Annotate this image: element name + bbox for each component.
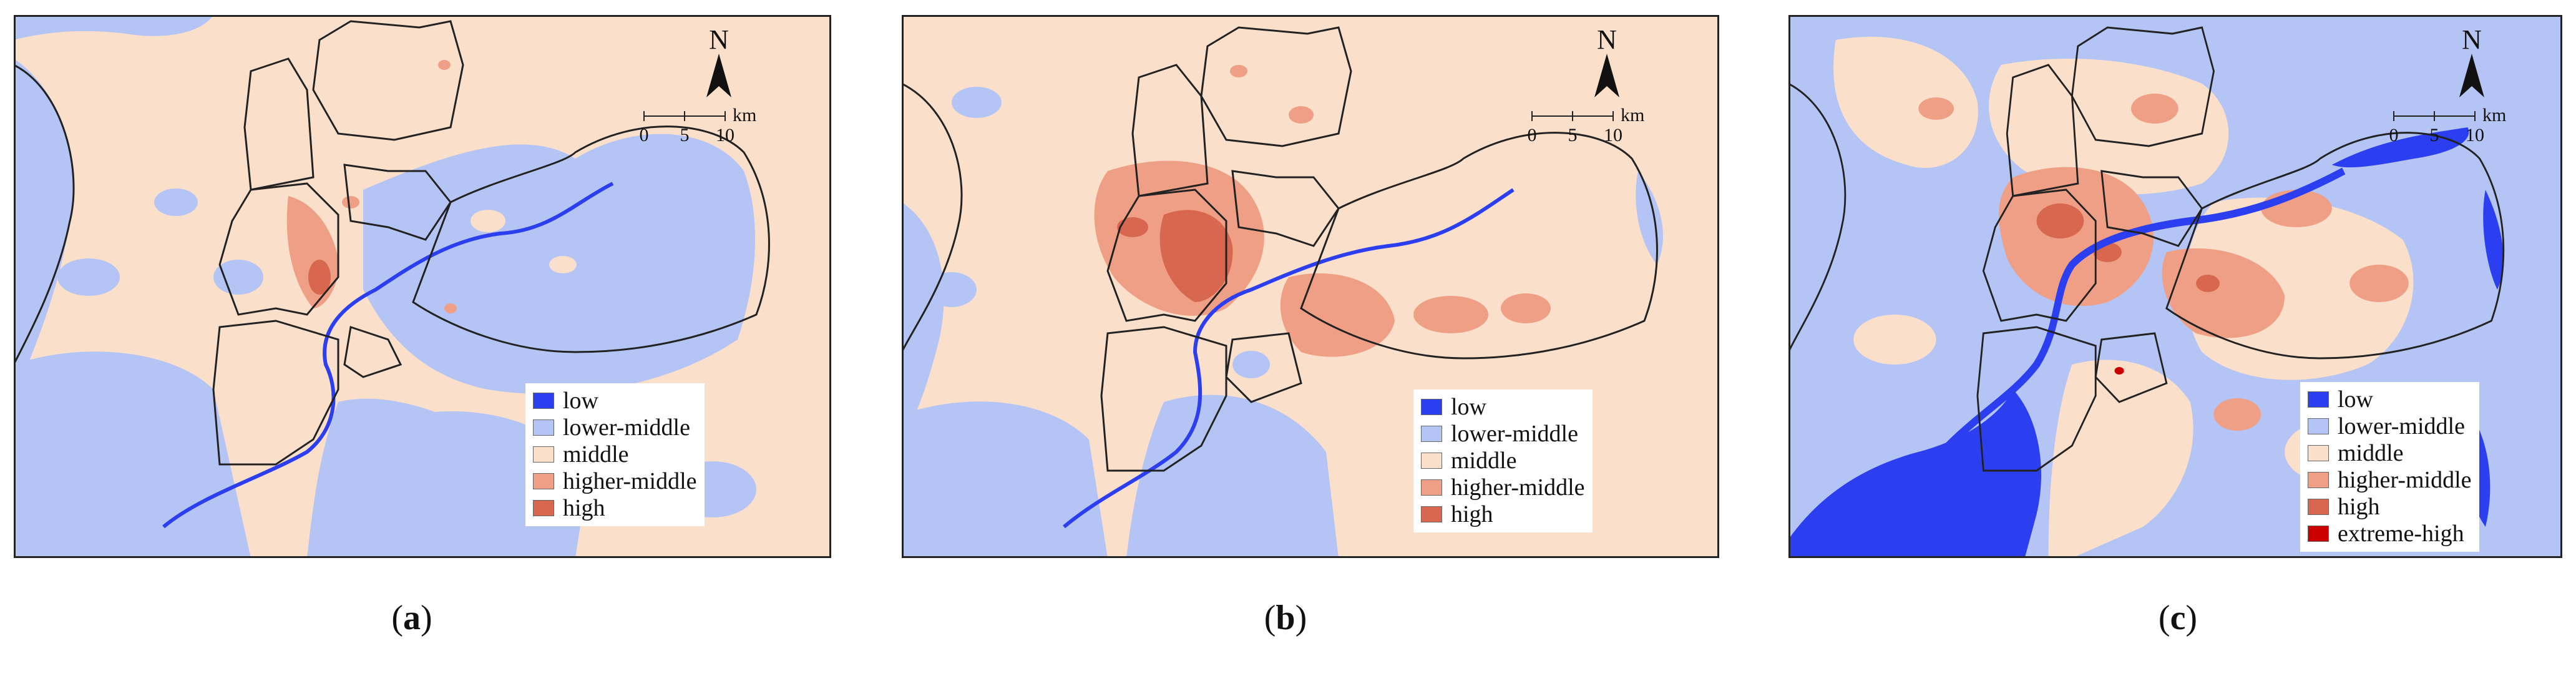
legend-label: lower-middle (563, 414, 690, 441)
map-panel-b: N 0 5 10 km low lower-middle middle high… (902, 15, 1719, 558)
legend-label: higher-middle (563, 468, 697, 494)
legend-item-low: low (2308, 386, 2472, 413)
scale-tick-0: 0 (2389, 125, 2399, 145)
caption-open: ( (2158, 599, 2170, 637)
north-arrow-icon (706, 54, 731, 97)
legend-c: low lower-middle middle higher-middle hi… (2300, 382, 2479, 552)
map-panel-a: N 0 5 10 km low lower-middle middle high… (14, 15, 831, 558)
scale-tick-0: 0 (1527, 125, 1537, 145)
caption-open: ( (391, 599, 403, 637)
north-arrow-c: N (2444, 26, 2500, 97)
scale-tick-5: 5 (1568, 125, 1578, 145)
scale-tick-5: 5 (2429, 125, 2439, 145)
caption-close: ) (1295, 599, 1307, 637)
legend-item-low: low (533, 387, 697, 414)
legend-swatch (2308, 498, 2329, 515)
scale-unit: km (2482, 105, 2507, 125)
caption-letter: a (403, 599, 421, 637)
scale-tick-10: 10 (716, 125, 734, 145)
scale-bar-a: 0 5 10 km (638, 106, 757, 152)
legend-item-high: high (533, 494, 697, 521)
legend-item-middle: middle (2308, 439, 2472, 466)
scale-bar-line (2393, 111, 2476, 121)
legend-swatch (533, 473, 554, 489)
legend-swatch (2308, 444, 2329, 461)
legend-label: higher-middle (2338, 466, 2472, 493)
scale-bar-b: 0 5 10 km (1526, 106, 1645, 152)
legend-label: middle (563, 441, 629, 468)
legend-item-low: low (1421, 393, 1585, 420)
north-label: N (1597, 24, 1617, 55)
legend-swatch (2308, 471, 2329, 488)
caption-letter: b (1276, 599, 1295, 637)
caption-close: ) (2185, 599, 2198, 637)
legend-item-lower-middle: lower-middle (533, 414, 697, 441)
legend-swatch (2308, 391, 2329, 408)
scale-tick-0: 0 (639, 125, 649, 145)
legend-swatch (2308, 525, 2329, 542)
legend-item-higher-middle: higher-middle (1421, 474, 1585, 501)
north-arrow-b: N (1579, 26, 1635, 97)
scale-tick-5: 5 (680, 125, 690, 145)
legend-item-middle: middle (533, 441, 697, 468)
legend-item-high: high (1421, 501, 1585, 527)
legend-swatch (1421, 452, 1442, 469)
legend-item-higher-middle: higher-middle (2308, 466, 2472, 493)
legend-swatch (533, 392, 554, 409)
legend-label: high (1451, 501, 1493, 527)
north-label: N (2462, 24, 2482, 55)
north-arrow-icon (1594, 54, 1619, 97)
north-label: N (709, 24, 729, 55)
legend-label: lower-middle (1451, 420, 1578, 447)
legend-swatch (533, 446, 554, 463)
legend-item-lower-middle: lower-middle (2308, 413, 2472, 439)
legend-label: middle (2338, 439, 2404, 466)
caption-a: (a) (391, 599, 432, 637)
caption-open: ( (1264, 599, 1276, 637)
legend-swatch (1421, 479, 1442, 496)
legend-label: low (2338, 386, 2373, 413)
scale-tick-10: 10 (1604, 125, 1622, 145)
legend-swatch (1421, 398, 1442, 415)
north-arrow-a: N (691, 26, 747, 97)
legend-swatch (533, 419, 554, 436)
legend-item-higher-middle: higher-middle (533, 468, 697, 494)
scale-unit: km (733, 105, 757, 125)
legend-label: middle (1451, 447, 1517, 474)
scale-bar-line (1531, 111, 1614, 121)
legend-label: high (563, 494, 605, 521)
legend-swatch (533, 499, 554, 516)
scale-unit: km (1621, 105, 1645, 125)
map-panel-c: N 0 5 10 km low lower-middle middle high… (1788, 15, 2562, 558)
legend-a: low lower-middle middle higher-middle hi… (525, 383, 705, 526)
legend-swatch (1421, 425, 1442, 442)
legend-swatch (1421, 506, 1442, 522)
scale-tick-10: 10 (2466, 125, 2484, 145)
legend-label: extreme-high (2338, 520, 2464, 547)
legend-label: high (2338, 493, 2380, 520)
legend-item-lower-middle: lower-middle (1421, 420, 1585, 447)
caption-b: (b) (1264, 599, 1307, 637)
legend-item-high: high (2308, 493, 2472, 520)
legend-label: low (1451, 393, 1486, 420)
legend-label: lower-middle (2338, 413, 2465, 439)
legend-label: higher-middle (1451, 474, 1585, 501)
caption-c: (c) (2159, 599, 2197, 637)
caption-close: ) (421, 599, 432, 637)
scale-bar-c: 0 5 10 km (2388, 106, 2507, 152)
legend-swatch (2308, 418, 2329, 434)
caption-letter: c (2170, 599, 2186, 637)
north-arrow-icon (2459, 54, 2484, 97)
legend-b: low lower-middle middle higher-middle hi… (1413, 389, 1593, 532)
scale-bar-line (643, 111, 726, 121)
legend-item-middle: middle (1421, 447, 1585, 474)
legend-item-extreme-high: extreme-high (2308, 520, 2472, 547)
legend-label: low (563, 387, 598, 414)
